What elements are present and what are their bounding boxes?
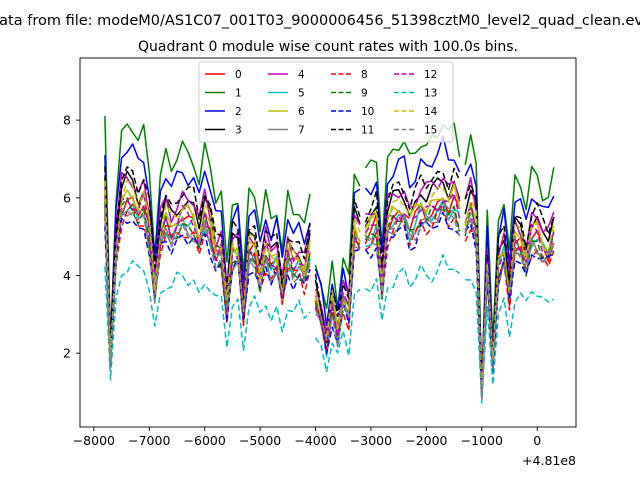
series-segment	[464, 200, 555, 394]
legend-label: 3	[235, 125, 242, 137]
x-tick-label: −2000	[405, 433, 447, 448]
legend-label: 1	[235, 88, 242, 100]
series-line-14	[104, 179, 555, 394]
series-line-11	[104, 166, 555, 393]
series-segment	[365, 254, 461, 321]
x-tick-label: 0	[533, 433, 541, 448]
chart-title: Quadrant 0 module wise count rates with …	[138, 39, 518, 55]
legend-label: 5	[298, 88, 305, 100]
series-segment	[104, 143, 311, 348]
legend-label: 2	[235, 106, 242, 118]
series-segment	[104, 187, 311, 362]
series-segment	[464, 211, 555, 400]
x-tick-label: −6000	[184, 433, 226, 448]
legend-box	[198, 61, 454, 143]
series-segment	[104, 206, 311, 368]
series-lines	[104, 115, 555, 404]
y-tick-label: 8	[63, 113, 71, 128]
x-axis: −8000 −7000 −6000 −5000 −4000 −3000 −2000 −1000…	[73, 427, 541, 448]
y-tick-label: 6	[63, 190, 71, 205]
series-segment	[104, 203, 311, 365]
series-segment	[314, 288, 361, 373]
y-axis: 2 4 6 8	[63, 113, 80, 361]
series-segment	[314, 217, 361, 341]
y-tick-label: 4	[63, 268, 71, 283]
series-segment	[364, 206, 461, 298]
plot-frame	[79, 57, 577, 428]
legend-label: 14	[424, 106, 438, 118]
series-segment	[314, 246, 361, 349]
legend-label: 4	[298, 69, 305, 81]
legend-label: 8	[361, 69, 368, 81]
legend-label: 12	[424, 69, 437, 81]
figure-suptitle: Data from file: modeM0/AS1C07_001T03_900…	[0, 13, 640, 29]
legend-label: 7	[298, 125, 305, 137]
x-tick-label: −7000	[128, 433, 170, 448]
y-tick-label: 2	[63, 346, 71, 361]
x-axis-offset-label: +4.81e8	[522, 453, 576, 468]
series-line-15	[104, 206, 555, 400]
legend-label: 10	[361, 106, 374, 118]
legend-label: 6	[298, 106, 305, 118]
series-segment	[104, 179, 311, 358]
series-segment	[364, 183, 461, 290]
series-segment	[364, 192, 461, 287]
legend-label: 15	[424, 125, 437, 137]
x-tick-label: −1000	[461, 433, 503, 448]
series-segment	[364, 167, 461, 269]
series-segment	[104, 207, 311, 370]
series-segment	[364, 211, 461, 293]
x-tick-label: −4000	[294, 433, 336, 448]
x-tick-label: −3000	[350, 433, 392, 448]
series-segment	[104, 115, 311, 342]
x-tick-label: −5000	[239, 433, 281, 448]
series-segment	[104, 259, 311, 381]
legend-label: 9	[361, 88, 368, 100]
legend-label: 11	[361, 125, 374, 137]
legend-label: 0	[235, 69, 242, 81]
legend-label: 13	[424, 88, 437, 100]
series-segment	[104, 166, 311, 349]
series-segment	[104, 217, 311, 369]
series-segment	[464, 183, 555, 393]
x-tick-label: −8000	[73, 433, 115, 448]
series-segment	[314, 198, 361, 345]
